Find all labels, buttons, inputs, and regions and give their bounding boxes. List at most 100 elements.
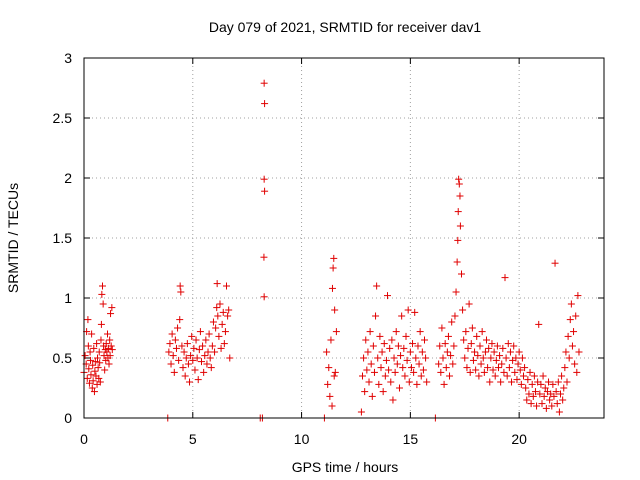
data-point xyxy=(84,342,92,350)
data-point xyxy=(508,378,516,386)
data-point xyxy=(101,366,109,374)
data-point xyxy=(519,372,527,380)
data-point xyxy=(192,336,200,344)
data-point xyxy=(437,368,445,376)
data-point xyxy=(364,348,372,356)
data-point xyxy=(446,372,454,380)
data-point xyxy=(436,342,444,350)
data-point xyxy=(97,320,105,328)
data-point xyxy=(209,318,217,326)
y-tick-label: 1 xyxy=(64,290,72,306)
data-point xyxy=(103,330,111,338)
data-point xyxy=(572,312,580,320)
data-point xyxy=(485,344,493,352)
data-point xyxy=(94,364,102,372)
data-point xyxy=(373,282,381,290)
data-point xyxy=(530,372,538,380)
data-point xyxy=(380,340,388,348)
data-point xyxy=(260,293,268,301)
data-point xyxy=(212,324,220,332)
data-point xyxy=(260,79,268,87)
data-point xyxy=(415,360,423,368)
y-tick-label: 1.5 xyxy=(53,230,73,246)
data-point xyxy=(469,356,477,364)
data-point xyxy=(511,368,519,376)
data-point xyxy=(400,344,408,352)
data-point xyxy=(459,306,467,314)
data-point xyxy=(330,254,338,262)
data-point xyxy=(443,348,451,356)
data-point xyxy=(409,340,417,348)
x-tick-label: 5 xyxy=(189,431,197,447)
data-point xyxy=(514,360,522,368)
data-point xyxy=(219,308,227,316)
data-point xyxy=(326,392,334,400)
data-point xyxy=(421,336,429,344)
data-point xyxy=(195,346,203,354)
data-point xyxy=(549,380,557,388)
data-point xyxy=(567,300,575,308)
x-axis-label: GPS time / hours xyxy=(292,459,399,475)
data-point xyxy=(550,392,558,400)
data-point xyxy=(564,332,572,340)
data-point xyxy=(95,374,103,382)
data-point xyxy=(90,388,98,396)
data-point xyxy=(515,348,523,356)
data-point xyxy=(501,274,509,282)
data-point xyxy=(475,372,483,380)
data-point xyxy=(548,402,556,410)
data-point xyxy=(522,384,530,392)
data-point xyxy=(260,175,268,183)
data-point xyxy=(194,376,202,384)
data-point xyxy=(554,378,562,386)
data-point xyxy=(462,328,470,336)
data-point xyxy=(328,284,336,292)
data-point xyxy=(215,332,223,340)
data-point xyxy=(211,348,219,356)
data-point xyxy=(521,364,529,372)
data-point xyxy=(96,359,104,367)
data-point xyxy=(107,342,115,350)
data-point xyxy=(218,320,226,328)
grid-lines xyxy=(84,58,604,418)
data-point xyxy=(545,378,553,386)
data-point xyxy=(573,368,581,376)
data-point xyxy=(399,364,407,372)
data-point xyxy=(327,336,335,344)
data-point xyxy=(217,344,225,352)
data-point xyxy=(524,376,532,384)
data-point xyxy=(196,328,204,336)
x-tick-label: 0 xyxy=(80,431,88,447)
data-point xyxy=(438,324,446,332)
data-point xyxy=(169,352,177,360)
data-point xyxy=(225,306,233,314)
data-point xyxy=(553,400,561,408)
data-point xyxy=(87,371,95,379)
data-point xyxy=(414,342,422,350)
data-point xyxy=(457,270,465,278)
data-point xyxy=(93,340,101,348)
data-point xyxy=(405,378,413,386)
data-point xyxy=(566,316,574,324)
data-point xyxy=(361,388,369,396)
data-point xyxy=(83,374,91,382)
data-point xyxy=(444,332,452,340)
data-point xyxy=(542,404,550,412)
data-point xyxy=(204,348,212,356)
data-point xyxy=(97,336,105,344)
data-point xyxy=(410,368,418,376)
data-point xyxy=(496,352,504,360)
data-point xyxy=(381,372,389,380)
data-point xyxy=(375,380,383,388)
data-point xyxy=(199,342,207,350)
data-point xyxy=(398,312,406,320)
data-point xyxy=(103,348,111,356)
data-point xyxy=(392,328,400,336)
data-point xyxy=(453,258,461,266)
data-point xyxy=(393,360,401,368)
data-point xyxy=(480,368,488,376)
data-point xyxy=(387,378,395,386)
data-point xyxy=(201,352,209,360)
data-point xyxy=(386,344,394,352)
data-point xyxy=(523,396,531,404)
